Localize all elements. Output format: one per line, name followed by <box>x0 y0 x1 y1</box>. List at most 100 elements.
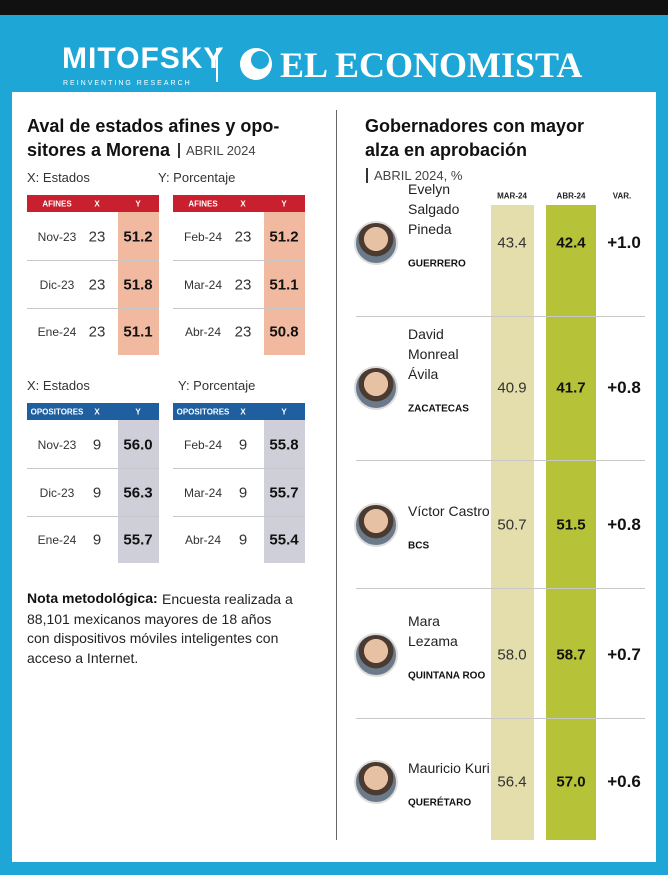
logo-divider <box>216 48 218 82</box>
var-value: +0.6 <box>607 772 641 791</box>
row-separator <box>356 316 645 317</box>
avatar <box>354 503 398 547</box>
table-cell: 23 <box>88 323 106 341</box>
column-divider <box>336 110 337 840</box>
var-value: +0.7 <box>607 645 641 664</box>
table-cell: 51.1 <box>269 276 299 293</box>
row-separator <box>27 468 159 469</box>
governor-state: GUERRERO <box>408 258 466 270</box>
mar-value: 56.4 <box>497 773 527 791</box>
mar-value: 40.9 <box>497 379 527 397</box>
table-cell: Nov-23 <box>37 438 77 452</box>
table-cell: 51.8 <box>123 276 153 293</box>
mitofsky-logo: MITOFSKY <box>62 42 225 75</box>
table-header: X <box>240 199 246 208</box>
table-header: Y <box>135 407 141 416</box>
abr-value: 51.5 <box>556 516 586 534</box>
table-cell: Feb-24 <box>183 230 223 244</box>
title-date: ABRIL 2024 <box>178 143 256 158</box>
axis-note: Y: Porcentaje <box>158 170 236 185</box>
table-header: AFINES <box>188 199 218 208</box>
table-header-bg <box>27 195 159 212</box>
economista-icon <box>240 48 272 80</box>
governor-name: David Monreal Ávila <box>408 326 459 382</box>
table-cell: Mar-24 <box>183 485 223 500</box>
mar-column-bg <box>491 205 534 840</box>
table-cell: 51.2 <box>269 228 299 246</box>
abr-column-bg <box>546 205 596 840</box>
var-value: +0.8 <box>607 515 641 534</box>
note-text: Encuesta realizada a 88,101 mexicanos ma… <box>27 591 293 666</box>
table-cell: 9 <box>92 484 102 501</box>
axis-note: X: Estados <box>27 378 90 393</box>
y-column-bg <box>118 212 159 355</box>
table-cell: 23 <box>234 323 252 341</box>
abr-value: 41.7 <box>556 379 586 397</box>
governor-name: Evelyn Salgado Pineda <box>408 181 460 237</box>
table-cell: Ene-24 <box>37 325 77 339</box>
row-separator <box>173 260 305 261</box>
table-cell: 51.1 <box>123 323 153 341</box>
table-cell: 56.0 <box>123 436 153 454</box>
economista-logo: EL ECONOMISTA <box>280 45 583 85</box>
var-value: +1.0 <box>607 233 641 252</box>
governor-name: Mauricio Kuri <box>408 760 490 776</box>
governor-state: ZACATECAS <box>408 403 469 415</box>
governor-state: BCS <box>408 540 430 552</box>
table-cell: 9 <box>92 436 102 454</box>
note-label: Nota metodológica: <box>27 590 158 606</box>
table-cell: 55.8 <box>269 436 299 454</box>
governor-name: Mara Lezama <box>408 613 458 649</box>
table-cell: Dic-23 <box>39 277 75 292</box>
abr-value: 58.7 <box>556 646 586 664</box>
table-header: X <box>94 199 100 208</box>
row-separator <box>356 718 645 719</box>
table-header-bg <box>173 403 305 420</box>
table-cell: 23 <box>88 276 106 293</box>
governor-state: QUINTANA ROO <box>408 670 486 682</box>
table-cell: 55.7 <box>123 531 153 549</box>
table-header-bg <box>27 403 159 420</box>
table-cell: 23 <box>88 228 106 246</box>
table-header: X <box>94 407 100 416</box>
row-separator <box>356 460 645 461</box>
left-title: Aval de estados afines y opo- <box>27 116 280 136</box>
abr-value: 42.4 <box>556 234 586 252</box>
left-title: sitores a Morena <box>27 140 171 160</box>
row-separator <box>173 515 305 517</box>
y-column-bg <box>264 420 305 563</box>
governor-name: Víctor Castro <box>408 503 490 519</box>
table-header: X <box>240 407 246 416</box>
row-separator <box>27 307 159 309</box>
right-title: Gobernadores con mayor <box>365 116 585 136</box>
avatar <box>354 366 398 410</box>
var-value: +0.8 <box>607 378 641 397</box>
table-cell: 9 <box>92 531 102 549</box>
row-separator <box>356 588 645 589</box>
avatar <box>354 633 398 677</box>
table-header: Y <box>135 199 141 208</box>
avatar <box>354 760 398 804</box>
table-cell: 9 <box>238 484 248 501</box>
tagline: REINVENTING RESEARCH <box>63 80 192 87</box>
table-cell: 55.7 <box>269 484 299 501</box>
right-subtitle: ABRIL 2024, % <box>366 168 462 183</box>
table-cell: 23 <box>234 228 252 246</box>
top-bar <box>0 0 668 15</box>
table-cell: Ene-24 <box>37 533 77 547</box>
table-header: AFINES <box>42 199 72 208</box>
row-separator <box>173 468 305 469</box>
table-cell: Abr-24 <box>184 325 222 339</box>
table-cell: Dic-23 <box>39 485 75 500</box>
table-cell: 55.4 <box>269 531 299 549</box>
table-cell: 9 <box>238 436 248 454</box>
table-cell: Feb-24 <box>183 438 223 452</box>
column-header: ABR-24 <box>556 191 586 201</box>
table-cell: 23 <box>234 276 252 293</box>
y-column-bg <box>118 420 159 563</box>
table-cell: 51.2 <box>123 228 153 246</box>
axis-note: Y: Porcentaje <box>178 378 256 393</box>
table-header: OPOSITORES <box>176 407 230 416</box>
table-cell: 9 <box>238 531 248 549</box>
